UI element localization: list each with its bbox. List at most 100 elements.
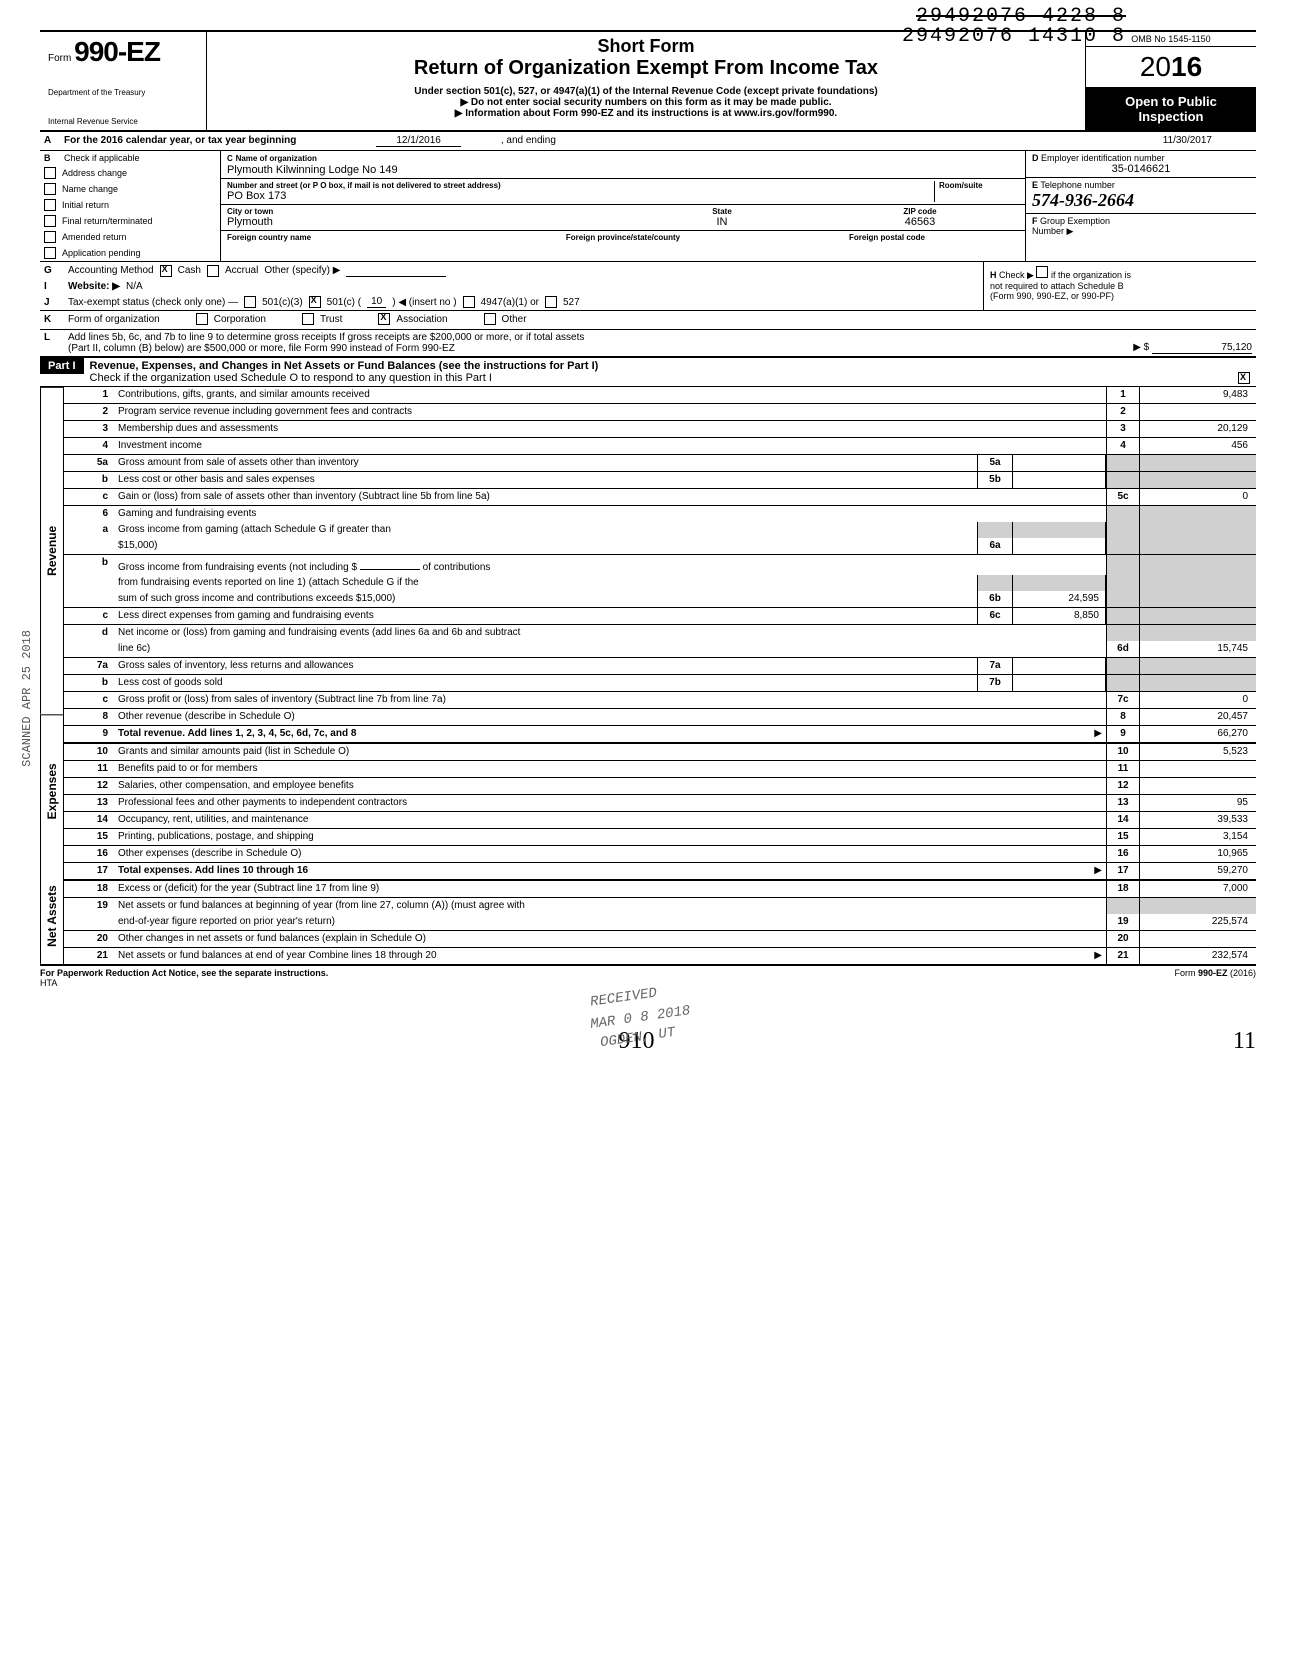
cb-application-pending[interactable] xyxy=(44,247,56,259)
line-a-text1: For the 2016 calendar year, or tax year … xyxy=(64,135,296,147)
lines-g-through-k: G Accounting Method Cash Accrual Other (… xyxy=(40,262,1256,311)
line-i: I Website: ▶ N/A xyxy=(40,279,983,294)
line-3: 3Membership dues and assessments320,129 xyxy=(64,421,1256,438)
form-number-box: Form 990-EZ Department of the Treasury I… xyxy=(40,32,207,130)
line-6b-3: sum of such gross income and contributio… xyxy=(64,591,1256,608)
cb-corporation[interactable] xyxy=(196,313,208,325)
line-6b-2: from fundraising events reported on line… xyxy=(64,575,1256,591)
line-l: L Add lines 5b, 6c, and 7b to line 9 to … xyxy=(40,330,1256,356)
org-name: Plymouth Kilwinning Lodge No 149 xyxy=(227,164,1019,176)
cb-schedule-b-not-required[interactable] xyxy=(1036,266,1048,278)
line-15: 15Printing, publications, postage, and s… xyxy=(64,829,1256,846)
part-1-title: Revenue, Expenses, and Changes in Net As… xyxy=(84,358,1256,386)
cb-cash[interactable] xyxy=(160,265,172,277)
line-12: 12Salaries, other compensation, and empl… xyxy=(64,778,1256,795)
cb-initial-return[interactable] xyxy=(44,199,56,211)
dept-irs: Internal Revenue Service xyxy=(48,117,198,126)
cb-4947a1[interactable] xyxy=(463,296,475,308)
gross-receipts: 75,120 xyxy=(1152,342,1252,354)
tax-year-begin: 12/1/2016 xyxy=(376,135,461,147)
city: Plymouth xyxy=(227,216,623,228)
col-b-checkboxes: BCheck if applicable Address change Name… xyxy=(40,151,221,261)
line-2: 2Program service revenue including gover… xyxy=(64,404,1256,421)
cb-name-change[interactable] xyxy=(44,183,56,195)
line-6d-2: line 6c)6d15,745 xyxy=(64,641,1256,658)
col-d-e-f: D Employer identification number 35-0146… xyxy=(1026,151,1256,261)
open-to-public: Open to Public Inspection xyxy=(1086,88,1256,130)
line-21: 21Net assets or fund balances at end of … xyxy=(64,948,1256,964)
line-9: 9Total revenue. Add lines 1, 2, 3, 4, 5c… xyxy=(64,726,1256,744)
received-stamp-text: RECEIVED xyxy=(589,985,658,1010)
line-k: K Form of organization Corporation Trust… xyxy=(40,311,1256,330)
footer-hta: HTA xyxy=(40,978,57,988)
line-18: 18Excess or (deficit) for the year (Subt… xyxy=(64,881,1256,898)
line-a: A For the 2016 calendar year, or tax yea… xyxy=(40,132,1256,151)
tax-year: 2016 xyxy=(1086,47,1256,88)
footer-notice: For Paperwork Reduction Act Notice, see … xyxy=(40,968,328,978)
cb-association[interactable] xyxy=(378,313,390,325)
cb-527[interactable] xyxy=(545,296,557,308)
cb-amended-return[interactable] xyxy=(44,231,56,243)
line-5a: 5aGross amount from sale of assets other… xyxy=(64,455,1256,472)
section-b-through-f: BCheck if applicable Address change Name… xyxy=(40,151,1256,262)
subtitle-2: ▶ Do not enter social security numbers o… xyxy=(215,97,1077,108)
cb-schedule-o-part1[interactable] xyxy=(1238,372,1250,384)
phone: 574-936-2664 xyxy=(1032,190,1250,211)
line-6d-1: dNet income or (loss) from gaming and fu… xyxy=(64,625,1256,641)
zip: 46563 xyxy=(821,216,1019,228)
grid-lines: 1Contributions, gifts, grants, and simil… xyxy=(64,387,1256,964)
line-17: 17Total expenses. Add lines 10 through 1… xyxy=(64,863,1256,881)
hand-note-11: 11 xyxy=(1233,1028,1256,1055)
line-g: G Accounting Method Cash Accrual Other (… xyxy=(40,262,983,279)
form-990ez: 29492076 4228 8 29492076 14310 8 SCANNED… xyxy=(40,30,1256,1055)
tax-year-end: 11/30/2017 xyxy=(1163,135,1212,147)
line-11: 11Benefits paid to or for members11 xyxy=(64,761,1256,778)
cb-accrual[interactable] xyxy=(207,265,219,277)
side-labels: Revenue Expenses Net Assets xyxy=(40,387,64,964)
line-h: H Check ▶ if the organization is not req… xyxy=(983,262,1256,310)
line-7a: 7aGross sales of inventory, less returns… xyxy=(64,658,1256,675)
return-title: Return of Organization Exempt From Incom… xyxy=(215,57,1077,80)
subtitle-1: Under section 501(c), 527, or 4947(a)(1)… xyxy=(215,86,1077,97)
footer-form-ref: Form 990-EZ (2016) xyxy=(1174,968,1256,988)
line-8: 8Other revenue (describe in Schedule O)8… xyxy=(64,709,1256,726)
expenses-label: Expenses xyxy=(40,714,63,868)
line-19-2: end-of-year figure reported on prior yea… xyxy=(64,914,1256,931)
line-14: 14Occupancy, rent, utilities, and mainte… xyxy=(64,812,1256,829)
dept-treasury: Department of the Treasury xyxy=(48,88,198,97)
footer: For Paperwork Reduction Act Notice, see … xyxy=(40,966,1256,988)
subtitle-3: ▶ Information about Form 990-EZ and its … xyxy=(215,108,1077,119)
line-16: 16Other expenses (describe in Schedule O… xyxy=(64,846,1256,863)
cb-other-org[interactable] xyxy=(484,313,496,325)
dln-replacement: 29492076 14310 8 xyxy=(902,25,1126,48)
line-6: 6Gaming and fundraising events xyxy=(64,506,1256,522)
state: IN xyxy=(623,216,821,228)
cb-501c[interactable] xyxy=(309,296,321,308)
line-6a-1: aGross income from gaming (attach Schedu… xyxy=(64,522,1256,538)
line-5c: cGain or (loss) from sale of assets othe… xyxy=(64,489,1256,506)
part-1-label: Part I xyxy=(40,358,84,374)
cb-final-return[interactable] xyxy=(44,215,56,227)
line-1: 1Contributions, gifts, grants, and simil… xyxy=(64,387,1256,404)
line-j: J Tax-exempt status (check only one) — 5… xyxy=(40,294,983,310)
line-7c: cGross profit or (loss) from sales of in… xyxy=(64,692,1256,709)
cb-trust[interactable] xyxy=(302,313,314,325)
main-financial-grid: Revenue Expenses Net Assets 1Contributio… xyxy=(40,387,1256,966)
part-1-header: Part I Revenue, Expenses, and Changes in… xyxy=(40,356,1256,387)
line-6c: cLess direct expenses from gaming and fu… xyxy=(64,608,1256,625)
line-5b: bLess cost or other basis and sales expe… xyxy=(64,472,1256,489)
netassets-label: Net Assets xyxy=(40,868,63,964)
line-7b: bLess cost of goods sold7b xyxy=(64,675,1256,692)
cb-501c3[interactable] xyxy=(244,296,256,308)
scanned-stamp: SCANNED APR 25 2018 xyxy=(20,630,34,767)
line-13: 13Professional fees and other payments t… xyxy=(64,795,1256,812)
cb-address-change[interactable] xyxy=(44,167,56,179)
form-word: Form xyxy=(48,53,71,64)
col-c-org-info: C Name of organization Plymouth Kilwinni… xyxy=(221,151,1026,261)
line-6a-2: $15,000)6a xyxy=(64,538,1256,555)
line-10: 10Grants and similar amounts paid (list … xyxy=(64,744,1256,761)
ein: 35-0146621 xyxy=(1032,163,1250,175)
website: N/A xyxy=(126,281,143,292)
form-number: 990-EZ xyxy=(74,36,160,67)
address: PO Box 173 xyxy=(227,190,934,202)
